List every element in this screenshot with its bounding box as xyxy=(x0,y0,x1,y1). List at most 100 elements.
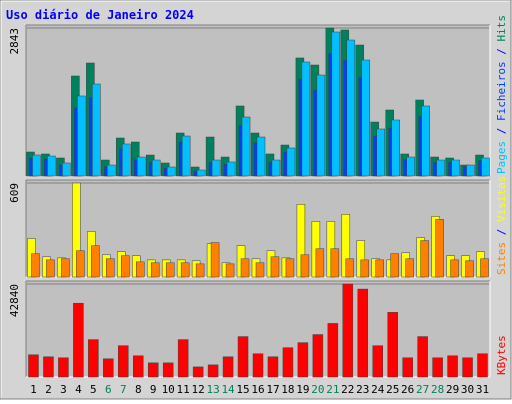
bar xyxy=(450,259,459,278)
bar xyxy=(241,116,251,177)
x-tick-label: 18 xyxy=(281,383,294,396)
bar xyxy=(147,362,159,378)
x-tick-label: 10 xyxy=(162,383,175,396)
bar xyxy=(192,366,204,378)
bar xyxy=(312,334,324,378)
bar xyxy=(226,161,236,177)
bar xyxy=(481,157,490,177)
bar xyxy=(76,250,85,278)
bar xyxy=(436,159,445,177)
bar xyxy=(271,159,281,177)
bar xyxy=(331,31,341,177)
bar xyxy=(150,262,160,278)
bar xyxy=(432,357,443,378)
x-tick-label: 21 xyxy=(326,383,339,396)
bar xyxy=(466,164,475,177)
bar xyxy=(106,258,115,278)
bar xyxy=(376,128,385,177)
bar xyxy=(405,258,414,278)
legend-separator: / xyxy=(495,121,508,141)
x-tick-label: 6 xyxy=(105,383,112,396)
bar xyxy=(165,262,175,278)
bar xyxy=(406,156,415,177)
bar xyxy=(435,219,444,278)
x-tick-label: 17 xyxy=(266,383,279,396)
bar xyxy=(210,242,220,278)
bar xyxy=(47,155,56,177)
bar xyxy=(118,345,129,378)
bar xyxy=(133,355,144,378)
bar xyxy=(77,95,86,177)
bar xyxy=(122,143,131,177)
bar xyxy=(267,356,279,378)
legend-entry: KBytes xyxy=(495,335,508,375)
legend-entry: Visitas xyxy=(495,176,508,222)
x-tick-label: 12 xyxy=(192,383,205,396)
x-tick-label: 1 xyxy=(30,383,37,396)
bar xyxy=(88,339,99,378)
x-tick-label: 24 xyxy=(371,383,385,396)
legend: Pages / Ficheiros / Hits xyxy=(495,15,508,174)
bar xyxy=(107,164,116,177)
x-tick-label: 27 xyxy=(416,383,429,396)
bar xyxy=(237,336,249,378)
x-tick-label: 13 xyxy=(206,383,219,396)
bar xyxy=(447,355,458,378)
bar xyxy=(375,259,384,278)
bar xyxy=(240,258,250,278)
x-tick-label: 29 xyxy=(446,383,459,396)
bar xyxy=(151,159,161,177)
x-tick-label: 23 xyxy=(356,383,369,396)
legend-entry: Ficheiros xyxy=(495,61,508,121)
bar xyxy=(390,253,399,278)
bar xyxy=(181,135,191,177)
y-tick-label: 42840 xyxy=(8,284,21,317)
bar xyxy=(477,353,488,378)
bar xyxy=(330,248,340,278)
bar xyxy=(43,356,54,378)
bar xyxy=(196,169,206,177)
y-tick-label: 2843 xyxy=(8,28,21,55)
x-tick-label: 5 xyxy=(90,383,97,396)
bar xyxy=(316,74,326,177)
x-tick-label: 2 xyxy=(45,383,52,396)
bar xyxy=(207,364,219,378)
x-tick-label: 26 xyxy=(401,383,414,396)
x-tick-label: 22 xyxy=(341,383,354,396)
bar xyxy=(177,339,189,378)
bar xyxy=(297,342,309,378)
bar xyxy=(282,347,294,378)
x-tick-label: 25 xyxy=(386,383,399,396)
bar xyxy=(121,255,130,278)
bar xyxy=(361,59,371,177)
y-tick-label: 609 xyxy=(8,183,21,203)
bar xyxy=(346,39,356,177)
bar xyxy=(92,83,101,177)
legend: Sites / Visitas xyxy=(495,176,508,275)
legend-separator: / xyxy=(495,42,508,62)
legend: KBytes xyxy=(495,335,508,375)
bar xyxy=(300,254,310,278)
bar xyxy=(372,345,383,378)
bar xyxy=(211,159,221,177)
legend-entry: Sites xyxy=(495,242,508,275)
x-tick-label: 20 xyxy=(311,383,324,396)
bar xyxy=(73,302,84,378)
bar xyxy=(420,240,429,278)
bar xyxy=(31,253,40,278)
bar xyxy=(451,159,460,177)
bar xyxy=(137,156,146,177)
x-tick-label: 28 xyxy=(431,383,444,396)
bar xyxy=(391,119,400,177)
bar xyxy=(166,166,176,177)
bar xyxy=(270,256,280,278)
bar xyxy=(252,353,264,378)
bar xyxy=(180,262,190,278)
bar xyxy=(387,312,398,378)
bar xyxy=(417,336,428,378)
bar xyxy=(225,263,235,278)
x-tick-label: 8 xyxy=(135,383,142,396)
x-tick-label: 14 xyxy=(221,383,235,396)
bar xyxy=(255,262,265,278)
